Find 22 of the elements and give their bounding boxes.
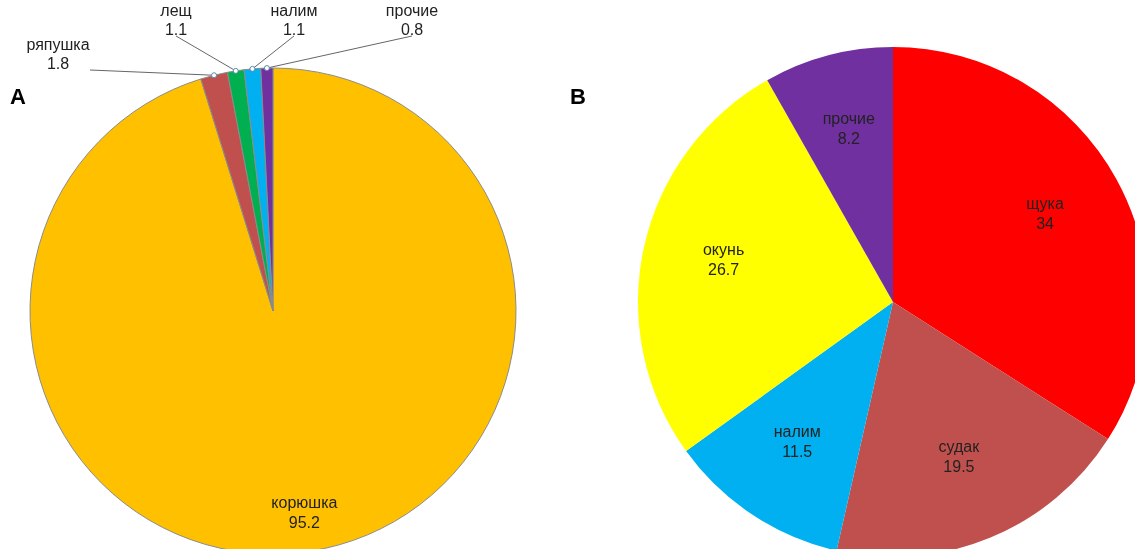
data-label: 26.7 xyxy=(708,260,740,278)
text: A xyxy=(10,84,26,110)
data-label: 19.5 xyxy=(943,458,975,476)
data-label: 34 xyxy=(1036,214,1055,232)
data-label: 95.2 xyxy=(288,513,321,531)
slice-label: лещ xyxy=(160,2,192,19)
data-label: 8.2 xyxy=(837,130,860,148)
slice-label: прочие xyxy=(822,110,876,128)
slice-label: корюшка xyxy=(271,493,338,511)
text: B xyxy=(570,84,586,110)
data-label: 11.5 xyxy=(782,442,813,460)
slice-label: щука xyxy=(1026,194,1064,212)
slice-label: ряпушка xyxy=(26,36,90,53)
slice-label: налим xyxy=(773,422,821,440)
slice-label: судак xyxy=(938,438,981,456)
data-label: 1.8 xyxy=(46,55,70,72)
data-label: 0.8 xyxy=(400,21,424,38)
data-label: 1.1 xyxy=(282,21,306,38)
slice-label: налим xyxy=(270,2,318,19)
data-label: 1.1 xyxy=(164,21,188,38)
slice-label: прочие xyxy=(385,2,439,19)
slice-label: окунь xyxy=(702,240,745,258)
